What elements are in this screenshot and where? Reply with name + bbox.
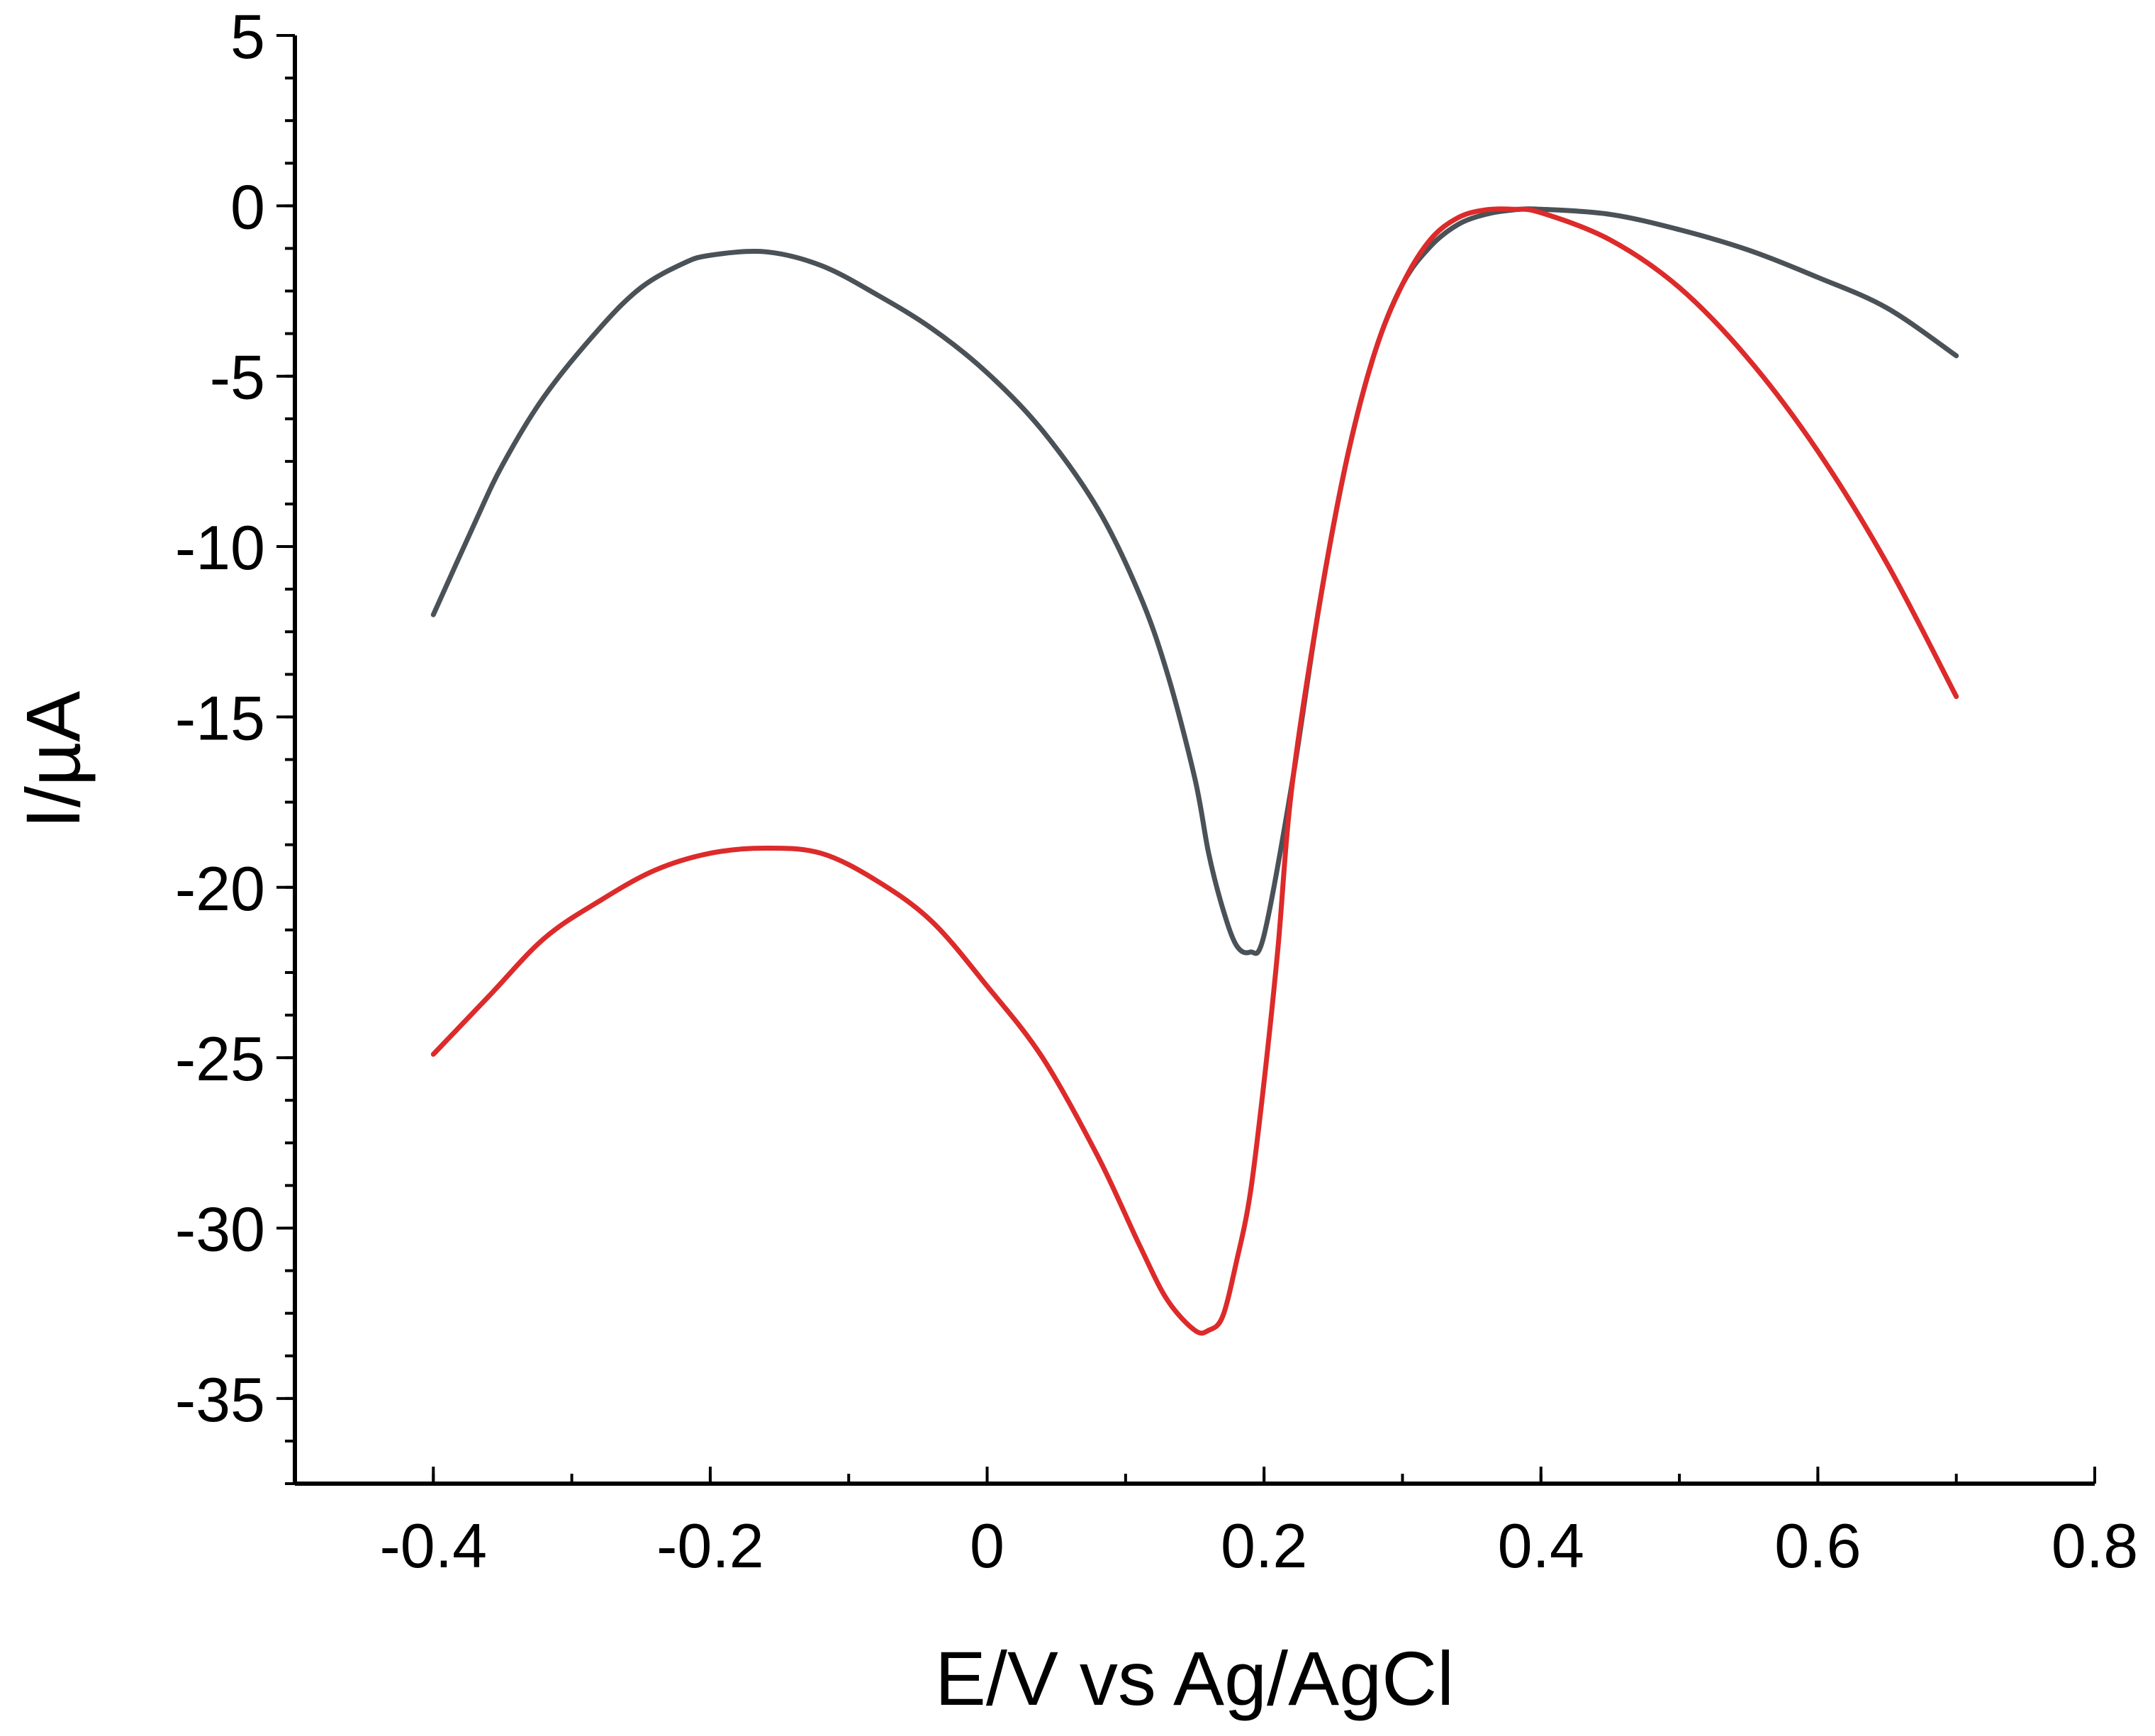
series (430, 206, 1959, 1336)
y-tick-label: -15 (175, 683, 265, 753)
x-tick-label: 0.4 (1498, 1511, 1584, 1581)
y-tick-label: 0 (230, 172, 265, 242)
x-tick-label: 0.2 (1221, 1511, 1307, 1581)
y-tick-label: -35 (175, 1365, 265, 1435)
x-tick-label: 0 (970, 1511, 1004, 1581)
y-tick-label: -20 (175, 853, 265, 924)
x-tick-label: -0.2 (656, 1511, 764, 1581)
series-line-2 (430, 206, 1959, 1336)
tick-labels: -0.4 -0.2 0 0.2 0.4 0.6 0.8 5 0 -5 -10 -15 -20 -25 -30… (175, 1, 2138, 1581)
y-axis-title: I/µA (10, 691, 96, 829)
y-tick-label: -25 (175, 1024, 265, 1094)
x-tick-label: 0.8 (2052, 1511, 2138, 1581)
y-tick-label: -10 (175, 513, 265, 583)
y-tick-label: -5 (210, 342, 265, 413)
ticks (276, 34, 2096, 1485)
axes (293, 35, 2095, 1486)
y-tick-label: 5 (230, 1, 265, 72)
x-tick-label: -0.4 (379, 1511, 487, 1581)
series-line-1 (430, 206, 1959, 956)
y-tick-label: -30 (175, 1194, 265, 1264)
x-axis-title: E/V vs Ag/AgCl (935, 1635, 1454, 1721)
x-tick-label: 0.6 (1774, 1511, 1861, 1581)
